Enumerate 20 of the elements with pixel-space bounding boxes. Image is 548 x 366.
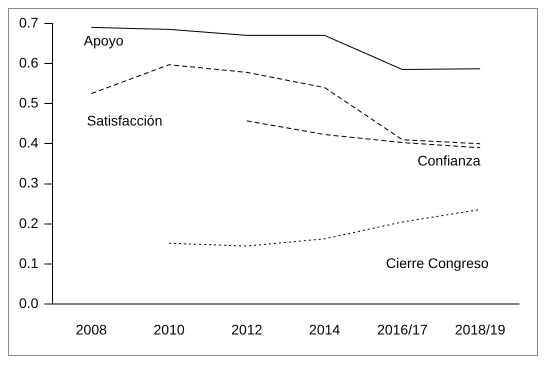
y-tick-label: 0.4	[18, 134, 39, 151]
text: Cierre Congreso	[386, 254, 489, 271]
series-label: Apoyo	[84, 32, 124, 48]
line-series	[168, 209, 481, 247]
series-label: Confianza	[417, 152, 481, 169]
line-series	[246, 120, 481, 148]
x-tick-label: 2008	[76, 321, 108, 338]
x-tick-label: 2018/19	[454, 321, 506, 338]
y-tick-label: 0.0	[18, 295, 39, 312]
x-tick-label: 2010	[154, 321, 185, 338]
y-tick-label: 0.7	[18, 14, 39, 30]
y-tick-label: 0.1	[18, 254, 39, 271]
x-tick-label: 2012	[231, 321, 263, 338]
x-tick-label: 2014	[309, 321, 340, 338]
y-tick-label: 0.5	[18, 94, 39, 110]
y-tick-label: 0.6	[18, 54, 39, 70]
series-label: Satisfacción	[86, 112, 162, 129]
y-tick-label: 0.3	[18, 174, 39, 191]
y-tick-label: 0.2	[18, 214, 39, 231]
x-tick-label: 2016/17	[377, 321, 428, 338]
